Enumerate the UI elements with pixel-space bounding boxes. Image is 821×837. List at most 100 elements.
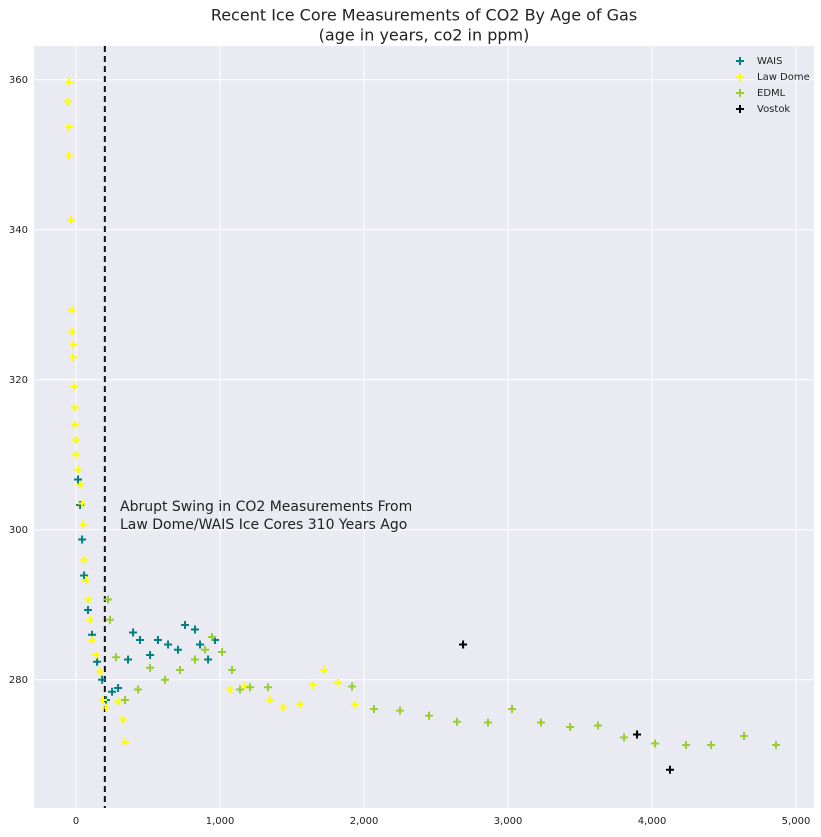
data-point [86,615,95,624]
data-point [279,703,288,712]
data-point [201,645,210,654]
data-point [190,625,199,634]
data-point [351,700,360,709]
data-point [566,723,575,731]
data-point [245,683,254,692]
data-point [594,721,603,730]
data-point [146,651,155,659]
data-point [296,700,305,709]
data-point [71,420,80,429]
data-point [236,685,245,694]
data-point [164,640,173,649]
data-point [81,576,90,584]
x-tick-label: 2,000 [350,816,379,827]
data-point [319,666,328,674]
data-point [484,718,493,727]
data-point [153,636,162,644]
data-point [424,711,433,720]
data-point [348,682,357,691]
data-point [101,703,110,712]
data-point [666,765,675,774]
data-point [83,606,92,614]
data-point [72,450,81,459]
legend-marker [736,73,744,81]
data-point [396,706,405,715]
plot-area [34,46,814,808]
data-point [771,741,780,749]
data-point [68,327,77,336]
data-point [74,465,83,474]
data-point [508,705,517,713]
data-point [80,571,89,580]
data-point [459,640,468,649]
data-point [83,595,92,604]
legend-label: EDML [757,88,786,99]
data-point [79,520,88,529]
data-point [69,353,78,362]
data-point [227,666,236,674]
legend-marker [736,105,744,113]
data-point [129,628,138,637]
data-point [121,696,130,704]
data-point [369,705,378,713]
data-point [114,684,123,692]
data-point [69,340,78,349]
x-tick-label: 1,000 [206,816,235,827]
data-point [453,717,462,726]
data-point [68,306,77,314]
data-point [118,715,127,724]
legend-marker [736,57,744,65]
data-point [190,655,199,664]
y-tick-label: 300 [9,525,28,536]
legend-label: Law Dome [757,72,810,83]
data-point [266,696,275,704]
x-tick-label: 3,000 [494,816,523,827]
data-point [106,615,115,624]
legend-label: WAIS [757,56,782,67]
data-point [72,435,81,444]
data-point [71,403,80,412]
data-point [108,687,117,696]
data-point [651,739,660,748]
data-point [76,480,85,489]
data-point [92,651,101,659]
data-point [78,535,87,544]
data-point [633,730,642,739]
legend-marker [736,89,744,97]
data-point [241,681,250,690]
data-point [207,633,216,641]
data-point [64,78,73,86]
data-point [93,657,102,666]
data-point [80,555,89,564]
data-point [124,655,133,664]
data-point [64,151,73,160]
data-point [204,655,213,664]
data-point [536,718,545,727]
data-point [173,645,182,654]
data-point [225,685,234,694]
data-point [161,675,170,684]
annotation: Law Dome/WAIS Ice Cores 310 Years Ago [120,517,407,533]
data-point [134,685,143,694]
data-point [64,123,73,131]
data-point [70,382,79,391]
data-point [88,636,97,644]
data-point [98,675,107,684]
data-point [114,697,123,706]
data-point [176,666,185,674]
legend-label: Vostok [757,104,790,115]
x-tick-label: 5,000 [782,816,811,827]
x-tick-label: 0 [73,816,79,827]
y-tick-label: 320 [9,375,28,386]
data-point [99,696,108,704]
data-point [218,648,227,656]
data-point [740,732,749,740]
y-tick-label: 360 [9,75,28,86]
data-point [333,678,342,687]
data-point [121,738,130,746]
data-point [78,499,87,508]
x-tick-label: 4,000 [638,816,667,827]
data-point [96,667,105,676]
data-point [707,741,716,749]
